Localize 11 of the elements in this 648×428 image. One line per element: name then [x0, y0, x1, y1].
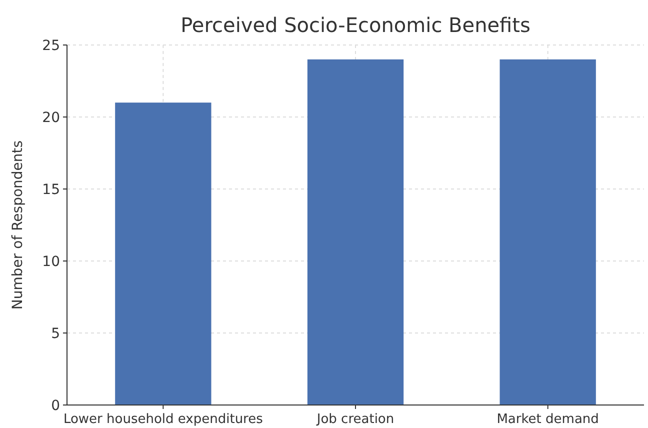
y-tick-label: 25 [42, 38, 60, 54]
x-tick-label: Job creation [316, 412, 394, 427]
y-tick-label: 10 [42, 254, 60, 270]
y-tick-label: 15 [42, 182, 60, 198]
y-tick-label: 0 [51, 398, 60, 414]
y-axis-title: Number of Respondents [10, 140, 26, 310]
y-tick-label: 20 [42, 110, 60, 126]
x-tick-label: Market demand [496, 412, 599, 427]
y-tick-label: 5 [51, 326, 60, 342]
x-tick-label: Lower household expenditures [63, 412, 264, 427]
chart-title: Perceived Socio-Economic Benefits [180, 13, 530, 37]
